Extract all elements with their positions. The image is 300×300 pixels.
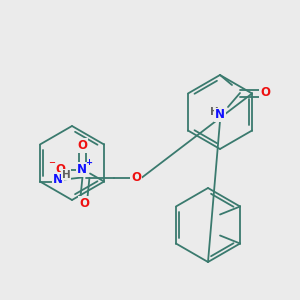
Text: O: O <box>260 86 270 100</box>
Text: −: − <box>49 158 56 167</box>
Text: O: O <box>79 197 89 210</box>
Text: N: N <box>215 109 225 122</box>
Text: N: N <box>53 173 63 186</box>
Text: +: + <box>85 158 92 167</box>
Text: O: O <box>55 163 65 176</box>
Text: H: H <box>61 169 70 179</box>
Text: O: O <box>131 171 141 184</box>
Text: N: N <box>77 163 87 176</box>
Text: O: O <box>77 139 87 152</box>
Text: H: H <box>210 107 218 117</box>
